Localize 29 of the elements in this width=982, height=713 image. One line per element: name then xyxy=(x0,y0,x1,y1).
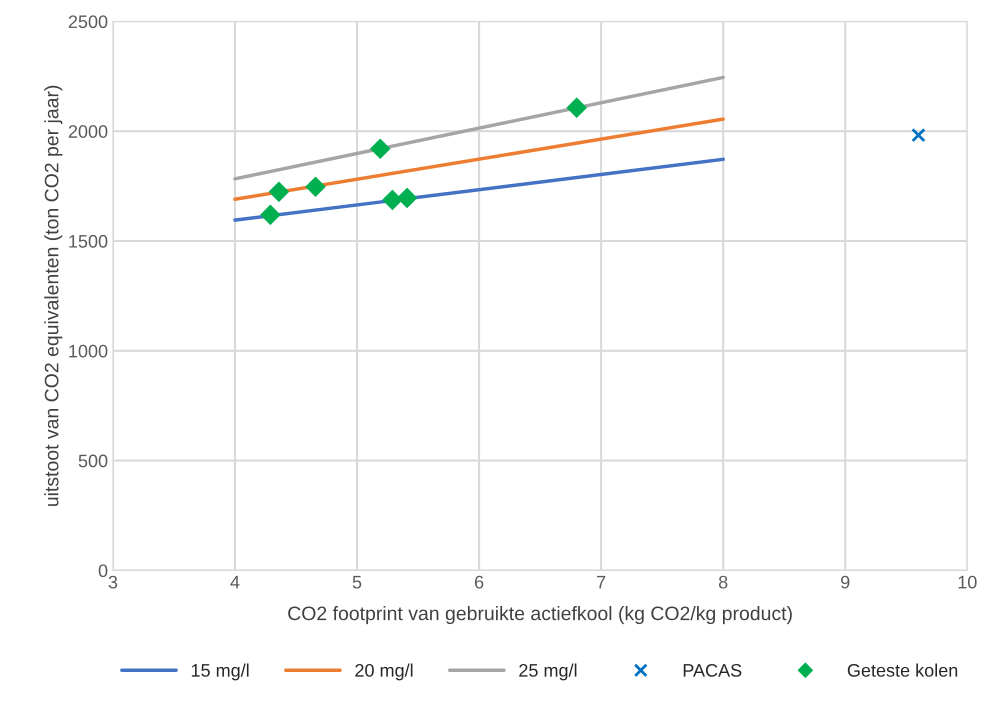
x-tick-label: 7 xyxy=(597,576,606,588)
y-tick-label: 2500 xyxy=(68,15,108,28)
point xyxy=(260,204,281,226)
x-tick-label: 3 xyxy=(108,576,118,589)
y-tick-label: 1500 xyxy=(69,234,108,248)
point xyxy=(268,182,290,202)
x-tick-label: 8 xyxy=(718,576,728,589)
y-tick-label: 0 xyxy=(98,564,108,578)
legend-label: PACAS xyxy=(684,664,742,677)
point xyxy=(382,190,403,210)
y-tick-label: 500 xyxy=(78,454,108,468)
x-tick-label: 5 xyxy=(352,576,362,589)
point xyxy=(396,188,418,208)
x-axis-title: CO2 footprint van gebruikte actiefkool (kg CO2/kg product) xyxy=(288,606,792,624)
legend-label: 15 mg/l xyxy=(192,664,249,680)
y-tick-label: 1000 xyxy=(69,344,108,358)
point xyxy=(566,97,588,118)
y-tick-label: 2000 xyxy=(68,125,108,138)
legend-label: 25 mg/l xyxy=(519,664,576,680)
x-tick-label: 9 xyxy=(841,576,850,589)
legend-label: 20 mg/l xyxy=(355,664,412,680)
x-tick-label: 10 xyxy=(958,576,977,589)
y-axis-title: uitstoot van CO2 equivalenten (ton CO2 per jaar) xyxy=(44,86,62,506)
legend-label: Geteste kolen xyxy=(848,664,958,677)
point xyxy=(370,138,391,160)
point xyxy=(305,176,326,198)
x-tick-label: 4 xyxy=(230,576,240,588)
point xyxy=(911,128,926,142)
x-tick-label: 6 xyxy=(474,576,484,589)
